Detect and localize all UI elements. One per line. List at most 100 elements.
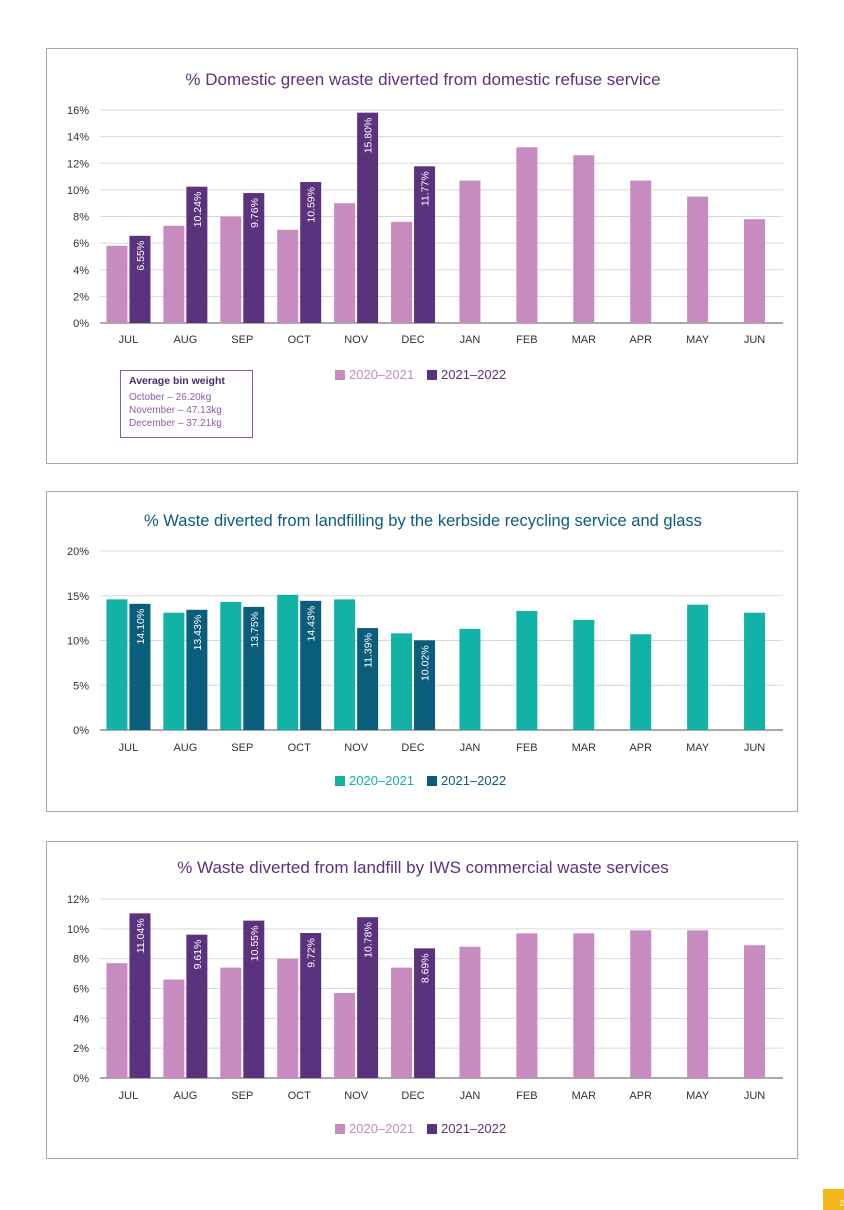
y-tick-label: 2% [73,291,89,303]
x-tick-label: SEP [231,334,253,346]
bar-2021-2022 [186,609,208,730]
bar-2020-2021 [106,599,128,730]
x-tick-label: OCT [288,1090,312,1102]
legend-label-2021-2022: 2021–2022 [441,367,506,382]
bar-2020-2021 [516,933,538,1078]
y-tick-label: 10% [67,636,89,648]
bar-2020-2021 [220,216,242,323]
data-label: 15.80% [363,118,375,154]
x-tick-label: APR [629,334,652,346]
bin-weight-december: December – 37.21kg [129,418,222,429]
legend-label-2021-2022: 2021–2022 [441,773,506,788]
legend-label-2020-2021: 2020–2021 [349,1121,414,1136]
x-tick-label: SEP [231,742,253,754]
data-label: 11.04% [135,918,147,953]
bar-2021-2022 [129,235,151,323]
legend-label-2020-2021: 2020–2021 [349,773,414,788]
data-label: 9.61% [192,940,204,970]
legend-label-2020-2021: 2020–2021 [349,367,414,382]
y-tick-label: 0% [73,318,89,330]
data-label: 13.43% [192,615,204,651]
bar-2020-2021 [334,599,356,730]
y-tick-label: 15% [67,591,89,603]
x-tick-label: MAY [686,334,710,346]
x-tick-label: MAR [572,1090,597,1102]
data-label: 10.02% [420,645,432,681]
legend-swatch-2021-2022 [427,1124,437,1134]
y-tick-label: 0% [73,725,89,737]
y-tick-label: 2% [73,1043,89,1055]
chart-title: % Domestic green waste diverted from dom… [185,70,660,89]
x-tick-label: JUL [119,334,139,346]
data-label: 10.24% [192,192,204,228]
x-tick-label: FEB [516,742,537,754]
bar-2020-2021 [459,946,481,1078]
x-tick-label: MAR [572,334,597,346]
kerbside-recycling-chart: % Waste diverted from landfilling by the… [67,512,783,788]
legend-swatch-2020-2021 [335,370,345,380]
x-tick-label: JAN [460,1090,481,1102]
bar-2021-2022 [357,628,379,730]
bar-2020-2021 [163,979,185,1078]
bar-2020-2021 [106,245,128,323]
x-tick-label: OCT [288,742,312,754]
x-tick-label: APR [629,742,652,754]
bar-2020-2021 [630,930,652,1078]
x-tick-label: OCT [288,334,312,346]
legend-swatch-2021-2022 [427,776,437,786]
bar-2020-2021 [630,634,652,730]
x-tick-label: JUN [744,334,765,346]
chart-title: % Waste diverted from landfill by IWS co… [177,858,669,877]
bar-2021-2022 [129,913,151,1078]
x-tick-label: JAN [460,334,481,346]
bar-2020-2021 [391,633,413,730]
data-label: 11.77% [420,171,432,206]
legend-swatch-2021-2022 [427,370,437,380]
data-label: 10.59% [306,187,318,223]
y-tick-label: 8% [73,954,89,966]
bar-2020-2021 [459,180,481,323]
y-tick-label: 10% [67,924,89,936]
y-tick-label: 20% [67,546,89,558]
data-label: 6.55% [135,241,147,271]
bar-2020-2021 [106,963,128,1078]
bar-2021-2022 [129,603,151,730]
bar-2021-2022 [243,606,265,730]
bar-2020-2021 [516,147,538,323]
bar-2021-2022 [414,166,436,323]
x-tick-label: AUG [173,334,197,346]
bar-2021-2022 [300,182,322,323]
bar-2020-2021 [516,610,538,730]
bin-weight-november: November – 47.13kg [129,405,222,416]
data-label: 9.76% [249,198,261,228]
data-label: 8.69% [420,953,432,983]
data-label: 11.39% [363,633,375,668]
bar-2020-2021 [391,967,413,1078]
y-tick-label: 6% [73,238,89,250]
data-label: 9.72% [306,938,318,968]
y-tick-label: 12% [67,158,89,170]
bar-2020-2021 [163,225,185,323]
bar-2020-2021 [459,628,481,730]
data-label: 14.43% [306,606,318,642]
average-bin-weight-box: Average bin weight October – 26.20kg Nov… [120,370,253,438]
bar-2020-2021 [573,155,595,323]
chart-panel-kerbside: % Waste diverted from landfilling by the… [46,491,798,812]
y-tick-label: 5% [73,680,89,692]
data-label: 14.10% [135,609,147,645]
bar-2021-2022 [300,600,322,730]
bar-2020-2021 [391,221,413,323]
x-tick-label: NOV [344,742,369,754]
page-number-tab: 2 [823,1189,844,1210]
x-tick-label: MAY [686,1090,710,1102]
x-tick-label: DEC [401,334,424,346]
chart-title: % Waste diverted from landfilling by the… [144,512,702,530]
y-tick-label: 10% [67,185,89,197]
y-tick-label: 4% [73,265,89,277]
bar-2020-2021 [277,229,299,323]
bar-2021-2022 [186,186,208,323]
bar-2021-2022 [414,948,436,1078]
x-tick-label: JAN [460,742,481,754]
x-tick-label: FEB [516,1090,537,1102]
bin-weight-october: October – 26.20kg [129,392,212,403]
